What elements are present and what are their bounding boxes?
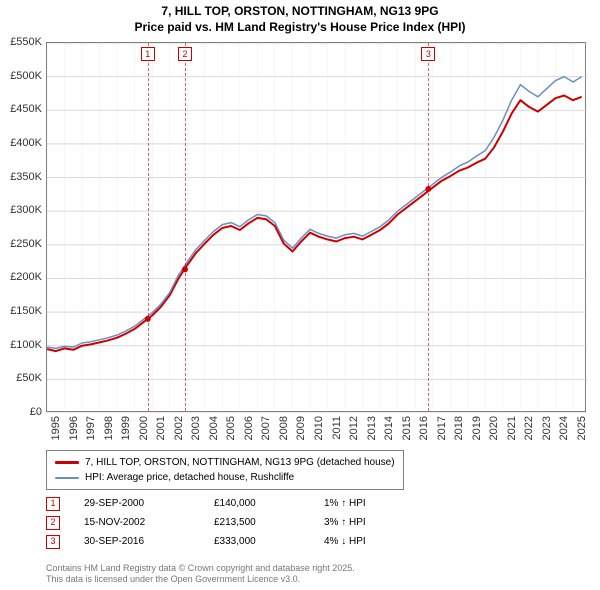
chart-title: 7, HILL TOP, ORSTON, NOTTINGHAM, NG13 9P…: [0, 0, 600, 35]
x-tick-label: 2014: [383, 416, 395, 440]
x-tick-label: 2017: [436, 416, 448, 440]
legend-swatch: [55, 461, 79, 464]
y-tick-label: £0: [30, 406, 42, 418]
legend-item: HPI: Average price, detached house, Rush…: [55, 470, 395, 485]
x-tick-label: 1995: [50, 416, 62, 440]
x-tick-label: 2012: [348, 416, 360, 440]
x-tick-label: 2006: [243, 416, 255, 440]
x-tick-label: 1996: [68, 416, 80, 440]
chart-plot-area: 1 2 3: [46, 42, 586, 412]
marker-badge: 3: [46, 535, 60, 549]
marker-date: 29-SEP-2000: [84, 494, 214, 513]
y-tick-label: £150K: [10, 305, 42, 317]
x-tick-label: 2015: [401, 416, 413, 440]
marker-price: £140,000: [214, 494, 324, 513]
marker-date: 15-NOV-2002: [84, 513, 214, 532]
x-tick-label: 2003: [190, 416, 202, 440]
x-tick-label: 2020: [488, 416, 500, 440]
x-tick-label: 1997: [85, 416, 97, 440]
legend: 7, HILL TOP, ORSTON, NOTTINGHAM, NG13 9P…: [46, 450, 404, 490]
y-tick-label: £50K: [16, 372, 42, 384]
y-tick-label: £550K: [10, 36, 42, 48]
y-tick-label: £250K: [10, 238, 42, 250]
y-tick-label: £300K: [10, 204, 42, 216]
x-axis: 1995 1996 1997 1998 1999 2000 2001 2002 2003 2004…: [46, 414, 586, 454]
marker-date: 30-SEP-2016: [84, 532, 214, 551]
event-marker: 3: [421, 47, 435, 61]
y-tick-label: £500K: [10, 70, 42, 82]
marker-badge: 1: [46, 497, 60, 511]
x-tick-label: 2005: [225, 416, 237, 440]
footer-line2: This data is licensed under the Open Gov…: [46, 574, 355, 586]
y-tick-label: £200K: [10, 271, 42, 283]
event-line: [148, 43, 149, 411]
title-line1: 7, HILL TOP, ORSTON, NOTTINGHAM, NG13 9P…: [0, 4, 600, 20]
x-tick-label: 2022: [523, 416, 535, 440]
x-tick-label: 2010: [313, 416, 325, 440]
marker-pct: 4% ↓ HPI: [324, 532, 424, 551]
event-marker: 1: [141, 47, 155, 61]
x-tick-label: 2001: [155, 416, 167, 440]
marker-badge: 2: [46, 516, 60, 530]
event-line: [185, 43, 186, 411]
marker-pct: 1% ↑ HPI: [324, 494, 424, 513]
y-tick-label: £350K: [10, 171, 42, 183]
marker-row: 1 29-SEP-2000£140,0001% ↑ HPI: [46, 494, 424, 513]
x-tick-label: 2011: [331, 416, 343, 440]
y-tick-label: £100K: [10, 339, 42, 351]
footer-attribution: Contains HM Land Registry data © Crown c…: [46, 563, 355, 586]
x-tick-label: 2009: [295, 416, 307, 440]
marker-price: £213,500: [214, 513, 324, 532]
x-tick-label: 1998: [103, 416, 115, 440]
legend-label: HPI: Average price, detached house, Rush…: [85, 470, 294, 485]
x-tick-label: 2023: [541, 416, 553, 440]
marker-pct: 3% ↑ HPI: [324, 513, 424, 532]
x-tick-label: 2002: [173, 416, 185, 440]
x-tick-label: 2000: [138, 416, 150, 440]
marker-price: £333,000: [214, 532, 324, 551]
marker-row: 3 30-SEP-2016£333,0004% ↓ HPI: [46, 532, 424, 551]
x-tick-label: 2024: [558, 416, 570, 440]
event-line: [428, 43, 429, 411]
legend-swatch: [55, 477, 79, 479]
legend-item: 7, HILL TOP, ORSTON, NOTTINGHAM, NG13 9P…: [55, 455, 395, 470]
title-line2: Price paid vs. HM Land Registry's House …: [0, 20, 600, 36]
y-tick-label: £450K: [10, 103, 42, 115]
chart-svg: [47, 43, 587, 413]
x-tick-label: 2018: [453, 416, 465, 440]
legend-label: 7, HILL TOP, ORSTON, NOTTINGHAM, NG13 9P…: [85, 455, 395, 470]
event-marker: 2: [178, 47, 192, 61]
x-tick-label: 2016: [418, 416, 430, 440]
x-tick-label: 2007: [260, 416, 272, 440]
y-tick-label: £400K: [10, 137, 42, 149]
footer-line1: Contains HM Land Registry data © Crown c…: [46, 563, 355, 575]
marker-row: 2 15-NOV-2002£213,5003% ↑ HPI: [46, 513, 424, 532]
x-tick-label: 2019: [471, 416, 483, 440]
x-tick-label: 2008: [278, 416, 290, 440]
x-tick-label: 2021: [506, 416, 518, 440]
x-tick-label: 2013: [366, 416, 378, 440]
x-tick-label: 1999: [120, 416, 132, 440]
x-tick-label: 2004: [208, 416, 220, 440]
y-axis: £0£50K£100K£150K£200K£250K£300K£350K£400…: [0, 42, 46, 412]
x-tick-label: 2025: [576, 416, 588, 440]
markers-table: 1 29-SEP-2000£140,0001% ↑ HPI 2 15-NOV-2002…: [46, 494, 424, 551]
